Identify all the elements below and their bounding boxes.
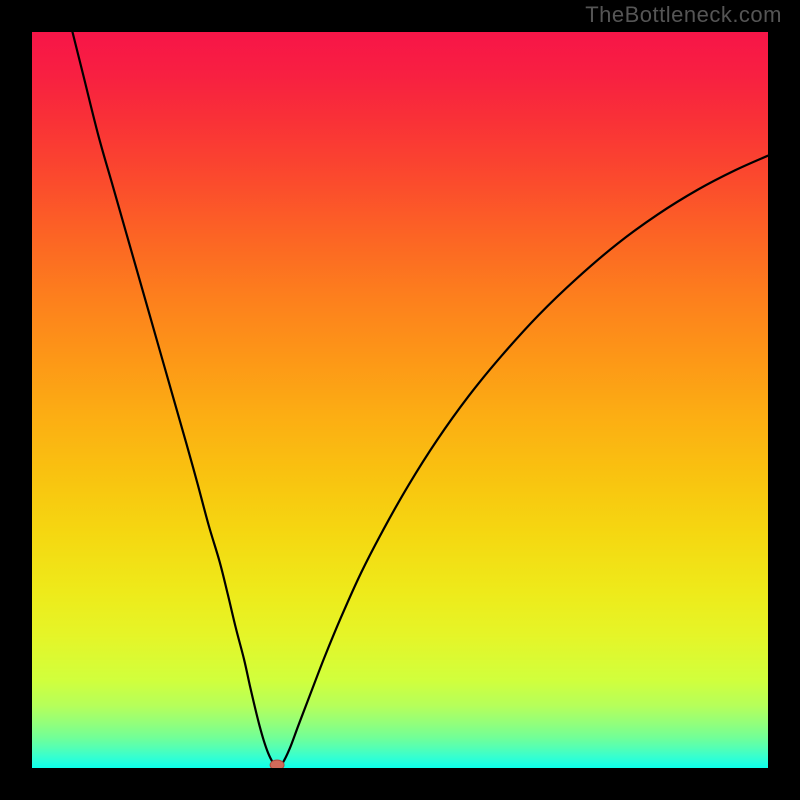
watermark-text: TheBottleneck.com [585,2,782,28]
chart-container: TheBottleneck.com [0,0,800,800]
gradient-background [32,32,768,768]
chart-svg [32,32,768,768]
plot-area [32,32,768,768]
minimum-marker [270,760,284,768]
